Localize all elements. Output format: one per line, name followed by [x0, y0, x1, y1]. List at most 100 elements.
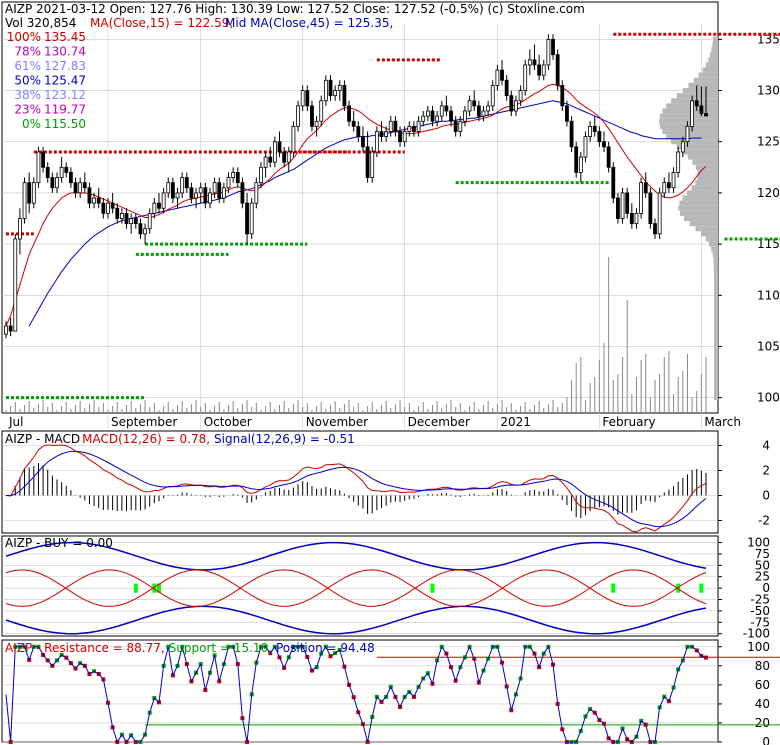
candle-body: [231, 172, 236, 178]
candle-body: [611, 166, 616, 199]
buy-signal-mark: [611, 583, 616, 593]
candle-body: [249, 202, 254, 235]
candle: [351, 111, 356, 132]
candle-body: [212, 182, 217, 194]
price-tick-label: 135: [757, 32, 780, 46]
candle-body: [133, 218, 138, 225]
buy-tick-label: 75: [755, 547, 770, 561]
candle-body: [184, 177, 189, 189]
volume-profile-bar: [714, 369, 718, 375]
buy-tick-label: 0: [762, 581, 770, 595]
price-tick-label: 125: [757, 135, 780, 149]
month-label: December: [408, 415, 470, 429]
candle: [277, 131, 282, 158]
candle: [143, 223, 147, 245]
candle: [421, 111, 426, 127]
candle: [268, 146, 273, 168]
macd-line: [5, 444, 707, 533]
candle-body: [374, 131, 379, 153]
candle-body: [412, 125, 416, 132]
candle: [259, 162, 263, 188]
candle-body: [87, 187, 92, 204]
candle: [124, 208, 129, 229]
candle: [31, 177, 36, 209]
fib-level-value: 135.45: [44, 30, 86, 44]
candle: [514, 95, 518, 117]
volume-profile-bar: [691, 185, 718, 191]
price-tick-label: 105: [757, 339, 780, 353]
candle: [82, 172, 87, 193]
price-tick-label: 120: [757, 186, 780, 200]
candle: [481, 105, 486, 122]
candle: [634, 208, 639, 229]
candle-body: [435, 115, 440, 122]
candle-body: [180, 177, 185, 194]
candle: [388, 116, 393, 137]
candle-body: [175, 192, 180, 199]
candle: [55, 172, 59, 193]
candle-body: [254, 182, 259, 204]
candle-body: [639, 182, 643, 214]
candle-body: [541, 64, 546, 76]
volume-profile-bar: [713, 282, 718, 288]
candle: [73, 177, 78, 199]
candle-body: [356, 125, 361, 138]
volume-profile-bar: [714, 379, 718, 385]
candle: [500, 59, 504, 86]
candle: [64, 162, 69, 178]
price-tick-label: 100: [757, 391, 780, 405]
candle: [212, 177, 217, 199]
macd-tick-label: 2: [762, 464, 770, 478]
candle-body: [486, 105, 491, 112]
position-grid: [2, 646, 718, 743]
candle: [583, 131, 588, 163]
candle: [565, 100, 569, 127]
candle: [157, 192, 161, 214]
candle: [694, 85, 699, 112]
candle: [319, 95, 324, 127]
buy-upper-band: [5, 541, 707, 571]
buy-signal-mark: [699, 583, 704, 593]
candle-body: [115, 207, 120, 219]
candle: [504, 75, 509, 101]
volume-profile-bar: [697, 174, 718, 181]
candle-body: [365, 146, 370, 178]
macd-y-axis: -2 0 2 4: [718, 439, 770, 528]
price-tick-label: 115: [757, 237, 780, 251]
candle: [541, 59, 546, 81]
candle: [704, 86, 708, 117]
candle-body: [277, 141, 282, 153]
candle-body: [634, 212, 639, 225]
candle-body: [291, 125, 296, 153]
candle: [374, 126, 379, 158]
volume-profile-bar: [714, 328, 718, 334]
volume-profile-bar: [702, 67, 718, 73]
volume-profile-bar: [698, 72, 718, 78]
candle-body: [694, 100, 699, 107]
month-label: February: [602, 415, 655, 429]
volume-profile-bar: [695, 226, 718, 232]
candle: [449, 105, 453, 127]
candle: [323, 75, 328, 106]
candle: [435, 111, 440, 127]
candle: [625, 187, 630, 219]
volume-profile-bar: [714, 395, 718, 401]
buy-signal-mark: [430, 583, 435, 593]
candle: [175, 187, 180, 209]
candle-body: [671, 172, 676, 189]
buy-signal-mark: [676, 583, 681, 593]
volume-profile-bar: [682, 149, 718, 155]
volume-profile-bar: [682, 195, 718, 201]
candle-body: [198, 187, 203, 194]
candle-body: [453, 120, 458, 132]
candle: [699, 86, 704, 117]
candle-body: [82, 182, 87, 189]
candle: [620, 187, 625, 224]
month-label: September: [111, 415, 177, 429]
candle-body: [221, 187, 226, 199]
volume-profile-bar: [689, 221, 718, 227]
buy-tick-label: -75: [750, 615, 770, 629]
candle: [592, 116, 597, 137]
candle: [106, 198, 110, 219]
buy-tick-label: 50: [755, 558, 770, 572]
